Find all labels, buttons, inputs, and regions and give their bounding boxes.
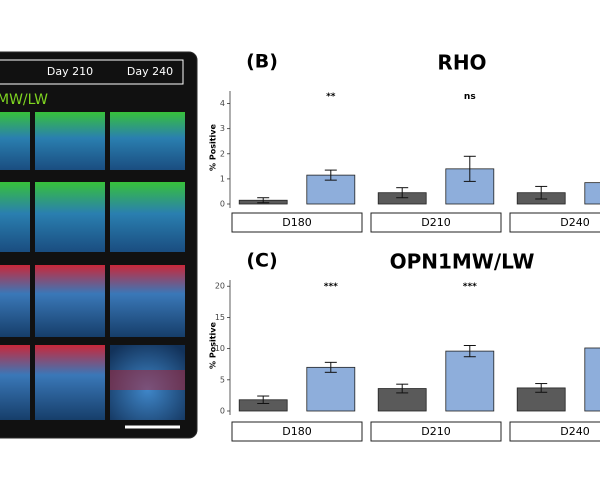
y-axis-label: % Positive — [209, 321, 218, 368]
y-tick-label: 5 — [220, 375, 225, 384]
facet-label: D210 — [421, 425, 450, 438]
facet-label: D240 — [560, 216, 589, 229]
bar — [306, 366, 356, 412]
facet-label: D180 — [282, 216, 311, 229]
stain-label: MW/LW — [0, 92, 48, 108]
bar — [306, 174, 356, 205]
column-label: Day 240 — [127, 65, 173, 78]
facet-label: D240 — [560, 425, 589, 438]
facet-strip — [231, 212, 363, 233]
y-axis-label: % Positive — [209, 123, 218, 170]
y-tick-label: 10 — [215, 344, 225, 353]
facet-strip — [509, 212, 600, 233]
significance-label: ns — [464, 92, 476, 102]
significance-label: ** — [326, 92, 336, 102]
y-tick-label: 20 — [215, 282, 225, 291]
facet-strip — [370, 421, 502, 442]
chart-title: RHO — [437, 51, 486, 75]
y-tick-label: 3 — [220, 124, 225, 133]
bar — [584, 347, 600, 412]
facet-strip — [231, 421, 363, 442]
y-tick-label: 0 — [220, 407, 225, 416]
micrograph-panel: Day 210 Day 240 MW/LW — [0, 51, 198, 439]
facet-label: D180 — [282, 425, 311, 438]
facet-label: D210 — [421, 216, 450, 229]
y-tick-label: 2 — [220, 149, 225, 158]
chart-title: OPN1MW/LW — [390, 250, 535, 274]
y-tick-label: 0 — [220, 200, 225, 209]
facet-strip — [370, 212, 502, 233]
y-tick-label: 1 — [220, 174, 225, 183]
significance-label: *** — [324, 282, 338, 292]
y-tick-label: 4 — [220, 99, 225, 108]
panel-label: (B) — [246, 51, 278, 73]
panel-label: (C) — [246, 250, 277, 272]
facet-strip — [509, 421, 600, 442]
y-tick-label: 15 — [215, 313, 225, 322]
column-label: Day 210 — [47, 65, 93, 78]
significance-label: *** — [463, 282, 477, 292]
bar — [584, 182, 600, 205]
bar — [445, 350, 495, 412]
